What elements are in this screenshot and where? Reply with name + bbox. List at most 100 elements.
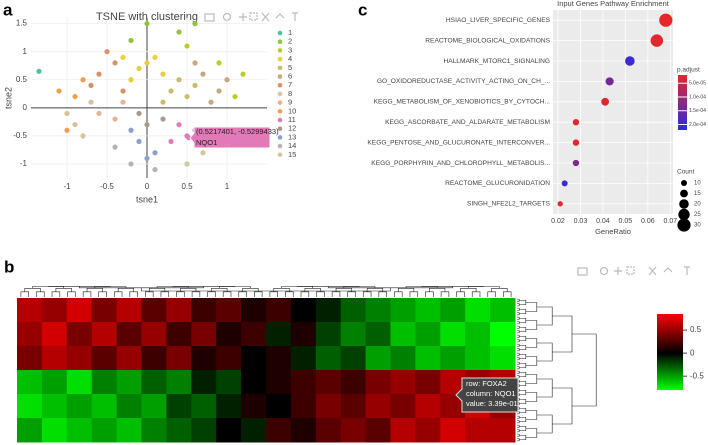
- dendrogram: [460, 288, 477, 292]
- point: [112, 144, 118, 150]
- legend-swatch: [277, 100, 283, 105]
- legend-swatch: [277, 56, 283, 62]
- legend-label: 15: [288, 150, 296, 159]
- cell: [490, 418, 516, 443]
- dendrogram: [487, 291, 496, 297]
- panel-label: b: [4, 257, 14, 276]
- colorbar-label: -0.5: [690, 371, 704, 380]
- cell: [216, 418, 242, 443]
- panel-label: a: [3, 0, 13, 19]
- y-tick-label: KEGG_PORPHYRIN_AND_CHLOROPHYLL_METABOLIS…: [371, 160, 550, 167]
- cell: [290, 418, 317, 443]
- size-label: 10: [694, 181, 701, 187]
- cell: [216, 298, 242, 323]
- dendrogram: [517, 330, 520, 334]
- cell: [390, 298, 416, 323]
- dendrogram: [519, 380, 527, 387]
- dendrogram: [519, 416, 527, 423]
- cell: [116, 346, 142, 371]
- point: [104, 49, 110, 55]
- dot: [572, 159, 580, 167]
- tooltip-text: NQO1: [196, 138, 217, 147]
- y-tick-label: 0: [23, 103, 28, 112]
- point: [240, 71, 246, 77]
- y-tick-label: KEGG_ASCORBATE_AND_ALDARATE_METABOLISM: [385, 119, 550, 126]
- dendrogram: [304, 288, 321, 292]
- cell: [440, 322, 466, 347]
- cell: [415, 298, 441, 323]
- dendrogram: [300, 291, 310, 297]
- point: [36, 68, 42, 74]
- size-swatch: [681, 180, 687, 186]
- dendrogram: [519, 425, 527, 432]
- point: [88, 82, 94, 88]
- cell: [241, 346, 267, 371]
- cell: [191, 322, 217, 347]
- legend-label: 4: [288, 54, 292, 63]
- dendrogram: [141, 287, 391, 292]
- size-label: 30: [694, 223, 701, 229]
- point: [56, 88, 62, 94]
- y-tick-label: HALLMARK_MTORC1_SIGNALING: [443, 58, 550, 65]
- dendrogram: [273, 288, 290, 292]
- cell: [266, 298, 292, 323]
- cell: [315, 322, 342, 347]
- legend-label: 5: [288, 63, 292, 72]
- dendrogram: [519, 326, 527, 333]
- x-tick-label: 0.06: [641, 218, 655, 225]
- cell: [166, 346, 192, 371]
- cell: [315, 394, 342, 419]
- legend-swatch: [277, 109, 283, 114]
- cell: [191, 394, 217, 419]
- cell: [17, 298, 43, 323]
- point: [112, 60, 118, 66]
- dendrogram: [517, 357, 520, 361]
- point: [208, 99, 214, 105]
- dendrogram: [176, 291, 185, 297]
- dendrogram: [20, 291, 29, 297]
- point: [64, 110, 70, 117]
- cell: [191, 370, 217, 395]
- cell: [390, 322, 416, 347]
- dendrogram: [525, 338, 538, 348]
- cell: [415, 394, 441, 419]
- cell: [17, 394, 43, 419]
- dendrogram: [517, 438, 520, 442]
- dendrogram: [519, 353, 527, 360]
- cell: [490, 346, 516, 371]
- toolbar-a[interactable]: [204, 12, 298, 22]
- dendrogram: [78, 286, 205, 289]
- colorbar-label: 0: [690, 348, 695, 357]
- panel-label: c: [358, 0, 367, 19]
- dendrogram: [51, 291, 61, 297]
- cell: [166, 322, 192, 347]
- cell: [415, 346, 441, 371]
- cell: [141, 298, 167, 323]
- dendrogram: [36, 291, 45, 297]
- point: [128, 127, 134, 133]
- dendrogram: [517, 334, 520, 338]
- point: [184, 93, 190, 100]
- cell: [141, 394, 167, 419]
- legend-swatch: [277, 152, 283, 158]
- point: [160, 116, 166, 122]
- toolbar-b[interactable]: [577, 266, 690, 276]
- dendrogram: [525, 302, 538, 312]
- point: [186, 134, 192, 141]
- dendrogram: [517, 339, 520, 343]
- dendrogram: [519, 335, 527, 342]
- dendrogram: [129, 291, 138, 297]
- colorbar-label: 2.0e-04: [689, 122, 706, 128]
- dendrogram: [335, 288, 352, 292]
- dendrogram: [82, 291, 92, 297]
- dot: [561, 180, 568, 187]
- dendrogram: [429, 288, 446, 292]
- dendrogram: [572, 333, 597, 407]
- legend-title: Count: [677, 169, 695, 176]
- x-tick-label: 0.03: [574, 218, 588, 225]
- cell: [17, 322, 43, 347]
- cell: [91, 370, 118, 395]
- point: [80, 77, 86, 83]
- dendrogram: [207, 291, 216, 297]
- cell: [66, 298, 93, 323]
